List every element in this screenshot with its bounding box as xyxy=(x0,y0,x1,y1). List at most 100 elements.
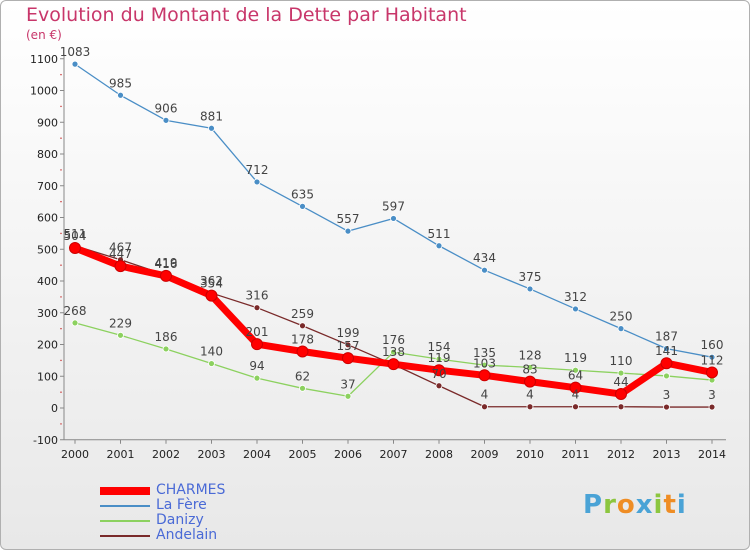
data-label-charmes: 504 xyxy=(64,229,87,243)
data-label-la-fere: 1083 xyxy=(60,45,91,59)
data-label-danizy: 186 xyxy=(155,330,178,344)
data-point-charmes xyxy=(433,364,445,377)
data-point-danizy xyxy=(572,366,579,374)
data-label-danizy: 37 xyxy=(340,377,355,391)
data-point-danizy xyxy=(526,363,534,371)
data-point-charmes xyxy=(205,289,218,302)
y-tick-label: 300 xyxy=(37,307,58,320)
data-point-danizy xyxy=(390,348,397,356)
x-tick-label: 2011 xyxy=(562,448,590,461)
legend-swatch xyxy=(100,535,150,537)
x-tick-label: 2012 xyxy=(607,448,635,461)
y-tick-label: 1000 xyxy=(30,85,58,98)
data-label-andelain: 4 xyxy=(572,388,580,402)
data-point-andelain xyxy=(572,403,579,411)
y-minor-tick xyxy=(60,423,62,425)
y-minor-tick xyxy=(60,327,62,330)
x-tick-label: 2000 xyxy=(61,448,89,461)
data-point-charmes xyxy=(569,381,582,394)
data-label-charmes: 141 xyxy=(655,344,678,358)
y-tick-label: 700 xyxy=(37,180,58,193)
data-point-andelain xyxy=(435,382,443,390)
x-tick-label: 2002 xyxy=(152,448,180,461)
data-label-andelain: 3 xyxy=(663,388,671,402)
data-label-danizy: 135 xyxy=(473,346,496,360)
data-label-charmes: 64 xyxy=(568,369,583,383)
data-point-danizy xyxy=(435,355,443,363)
unit-label: (en €) xyxy=(26,28,62,42)
y-minor-tick xyxy=(60,105,62,108)
data-point-charmes xyxy=(342,352,354,365)
data-point-la-fere xyxy=(344,227,352,235)
y-tick-label: 100 xyxy=(37,370,58,383)
data-label-la-fere: 881 xyxy=(200,109,223,123)
data-label-la-fere: 557 xyxy=(337,212,360,226)
legend-swatch xyxy=(100,505,150,507)
data-point-la-fere xyxy=(253,178,261,186)
data-point-la-fere xyxy=(299,202,306,210)
data-point-danizy xyxy=(117,331,124,339)
data-label-la-fere: 597 xyxy=(382,199,405,213)
data-point-danizy xyxy=(71,319,79,327)
y-tick-label: 0 xyxy=(51,402,58,415)
data-label-andelain: 70 xyxy=(431,367,446,381)
data-point-la-fere xyxy=(117,91,124,99)
x-tick-label: 2004 xyxy=(243,448,271,461)
data-point-charmes xyxy=(478,369,491,382)
data-label-andelain: 199 xyxy=(337,326,360,340)
y-minor-tick xyxy=(60,359,62,362)
data-label-andelain: 316 xyxy=(246,289,269,303)
data-point-danizy xyxy=(617,369,625,377)
data-point-la-fere xyxy=(663,345,670,353)
y-tick-label: 900 xyxy=(37,116,58,129)
data-label-la-fere: 712 xyxy=(246,163,269,177)
data-label-charmes: 103 xyxy=(473,356,496,370)
data-label-danizy: 94 xyxy=(249,359,264,373)
y-tick-label: -100 xyxy=(33,434,58,447)
data-point-charmes xyxy=(387,358,400,371)
data-point-charmes xyxy=(114,260,127,273)
data-label-la-fere: 250 xyxy=(610,310,633,324)
data-point-andelain xyxy=(663,403,670,411)
data-point-andelain xyxy=(299,322,306,330)
y-minor-tick xyxy=(60,296,62,298)
data-point-charmes xyxy=(524,375,536,388)
y-minor-tick xyxy=(60,169,62,171)
data-point-la-fere xyxy=(435,242,443,250)
data-label-danizy: 154 xyxy=(428,340,451,354)
data-point-andelain xyxy=(617,403,625,411)
x-tick-label: 2013 xyxy=(653,448,681,461)
data-label-andelain: 4 xyxy=(526,388,534,402)
data-point-charmes xyxy=(160,269,172,282)
legend-label: La Fère xyxy=(156,497,207,513)
x-tick-label: 2003 xyxy=(198,448,226,461)
data-label-la-fere: 434 xyxy=(473,251,496,265)
data-label-charmes: 44 xyxy=(613,375,628,389)
data-label-andelain: 467 xyxy=(109,241,132,255)
data-point-charmes xyxy=(706,366,718,379)
data-label-charmes: 447 xyxy=(109,247,132,261)
y-minor-tick xyxy=(60,232,62,235)
data-label-charmes: 201 xyxy=(246,325,269,339)
data-label-charmes: 119 xyxy=(428,351,451,365)
y-minor-tick xyxy=(60,200,62,203)
data-label-andelain: 3 xyxy=(708,388,716,402)
y-tick-label: 400 xyxy=(37,275,58,288)
legend-label: Andelain xyxy=(156,527,218,543)
data-label-andelain: 4 xyxy=(481,388,489,402)
data-point-charmes xyxy=(296,345,309,358)
data-point-andelain xyxy=(481,403,488,411)
data-label-charmes: 83 xyxy=(522,363,537,377)
data-point-danizy xyxy=(344,392,352,400)
legend-label: CHARMES xyxy=(156,482,226,498)
data-point-la-fere xyxy=(572,305,579,313)
x-tick-label: 2001 xyxy=(107,448,135,461)
x-tick-label: 2010 xyxy=(516,448,544,461)
y-tick-label: 500 xyxy=(37,243,58,256)
data-point-danizy xyxy=(481,361,488,369)
data-label-danizy: 119 xyxy=(564,351,587,365)
data-point-andelain xyxy=(708,403,716,411)
x-tick-label: 2008 xyxy=(425,448,453,461)
data-label-danizy: 176 xyxy=(382,333,405,347)
